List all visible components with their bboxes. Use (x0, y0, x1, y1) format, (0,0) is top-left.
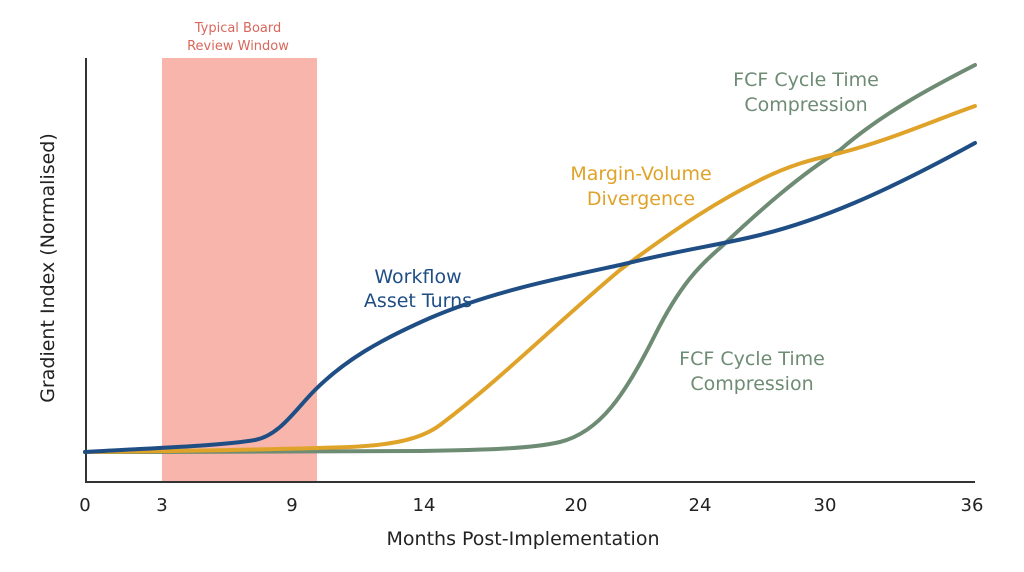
x-tick-36: 36 (961, 495, 984, 516)
series-workflow-asset-turns (83, 141, 977, 454)
x-tick-14: 14 (413, 495, 436, 516)
x-tick-9: 9 (286, 495, 297, 516)
series-fcf-cycle-time-compression (83, 63, 977, 454)
band-label-line2: Review Window (187, 39, 289, 54)
x-axis-title: Months Post-Implementation (387, 528, 660, 550)
label-fcf-top-line1: FCF Cycle Time (733, 69, 879, 91)
label-fcf-mid-line1: FCF Cycle Time (679, 348, 825, 370)
x-tick-30: 30 (814, 495, 837, 516)
label-margin-line2: Divergence (587, 188, 695, 210)
x-tick-24: 24 (689, 495, 712, 516)
x-tick-3: 3 (156, 495, 167, 516)
band-label-line1: Typical Board (194, 21, 282, 36)
label-margin-line1: Margin-Volume (570, 163, 711, 185)
label-fcf-top-line2: Compression (744, 94, 867, 116)
series-margin-volume-divergence (83, 104, 977, 454)
label-workflow-line1: Workflow (374, 266, 461, 288)
label-fcf-mid-line2: Compression (690, 373, 813, 395)
label-workflow-line2: Asset Turns (364, 290, 472, 312)
x-tick-0: 0 (79, 495, 90, 516)
board-review-band (162, 58, 317, 482)
x-tick-20: 20 (565, 495, 588, 516)
y-axis-title: Gradient Index (Normalised) (37, 133, 59, 403)
